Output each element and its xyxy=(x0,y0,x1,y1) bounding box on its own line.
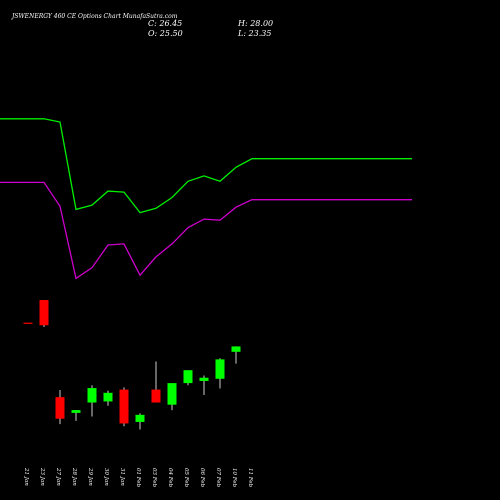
candle xyxy=(167,383,177,411)
candle xyxy=(183,370,193,386)
x-tick-label: 30 Jan xyxy=(103,468,109,486)
candle xyxy=(151,361,161,403)
candle xyxy=(119,387,129,427)
x-tick-label: 11 Feb xyxy=(247,468,253,488)
candle-body xyxy=(151,389,161,403)
x-tick-label: 29 Jan xyxy=(87,467,93,486)
x-tick-label: 06 Feb xyxy=(199,468,205,488)
x-tick-label: 10 Feb xyxy=(231,468,237,488)
x-tick-label: 04 Feb xyxy=(167,468,173,488)
x-tick-label: 21 Jan xyxy=(23,467,29,486)
indicator-lines xyxy=(0,118,412,280)
x-tick-label: 03 Feb xyxy=(151,468,157,488)
x-tick-label: 05 Feb xyxy=(183,468,189,488)
x-axis-ticks: 21 Jan 23 Jan 27 Jan 28 Jan 29 Jan 30 Jan 31 J… xyxy=(23,467,253,488)
candle-body xyxy=(135,414,145,422)
candle-body xyxy=(167,383,177,405)
candle-body xyxy=(55,397,65,419)
candle xyxy=(199,375,209,395)
candle-body xyxy=(103,392,113,402)
chart-title: JSWENERGY 460 CE Options Chart MunafaSut… xyxy=(10,13,178,20)
candle-body xyxy=(183,370,193,384)
candle-body xyxy=(87,388,97,403)
close-value: C: 26.45 xyxy=(148,19,182,28)
candle xyxy=(39,300,49,327)
upper-line xyxy=(0,118,412,214)
x-tick-label: 07 Feb xyxy=(215,468,221,488)
lower-line xyxy=(0,181,412,280)
x-tick-label: 28 Jan xyxy=(71,467,77,486)
candle-body xyxy=(71,410,81,413)
low-value: L: 23.35 xyxy=(237,29,271,38)
x-tick-label: 01 Feb xyxy=(135,468,141,488)
x-tick-label: 31 Jan xyxy=(119,468,125,486)
candle xyxy=(135,413,145,430)
candles xyxy=(23,300,241,430)
candle-body xyxy=(215,359,225,379)
x-tick-label: 27 Jan xyxy=(55,467,61,486)
candle-body xyxy=(199,377,209,381)
x-tick-label: 23 Jan xyxy=(39,467,45,486)
open-value: O: 25.50 xyxy=(148,29,183,38)
candle xyxy=(71,410,81,421)
candle-body xyxy=(23,322,33,324)
candle xyxy=(55,390,65,425)
high-value: H: 28.00 xyxy=(237,19,273,28)
candle xyxy=(103,390,113,406)
candle xyxy=(87,385,97,417)
candle xyxy=(23,322,33,324)
candle-body xyxy=(119,389,129,424)
candle xyxy=(231,346,241,364)
candle-body xyxy=(39,300,49,326)
candle-body xyxy=(231,346,241,352)
candle xyxy=(215,358,225,389)
